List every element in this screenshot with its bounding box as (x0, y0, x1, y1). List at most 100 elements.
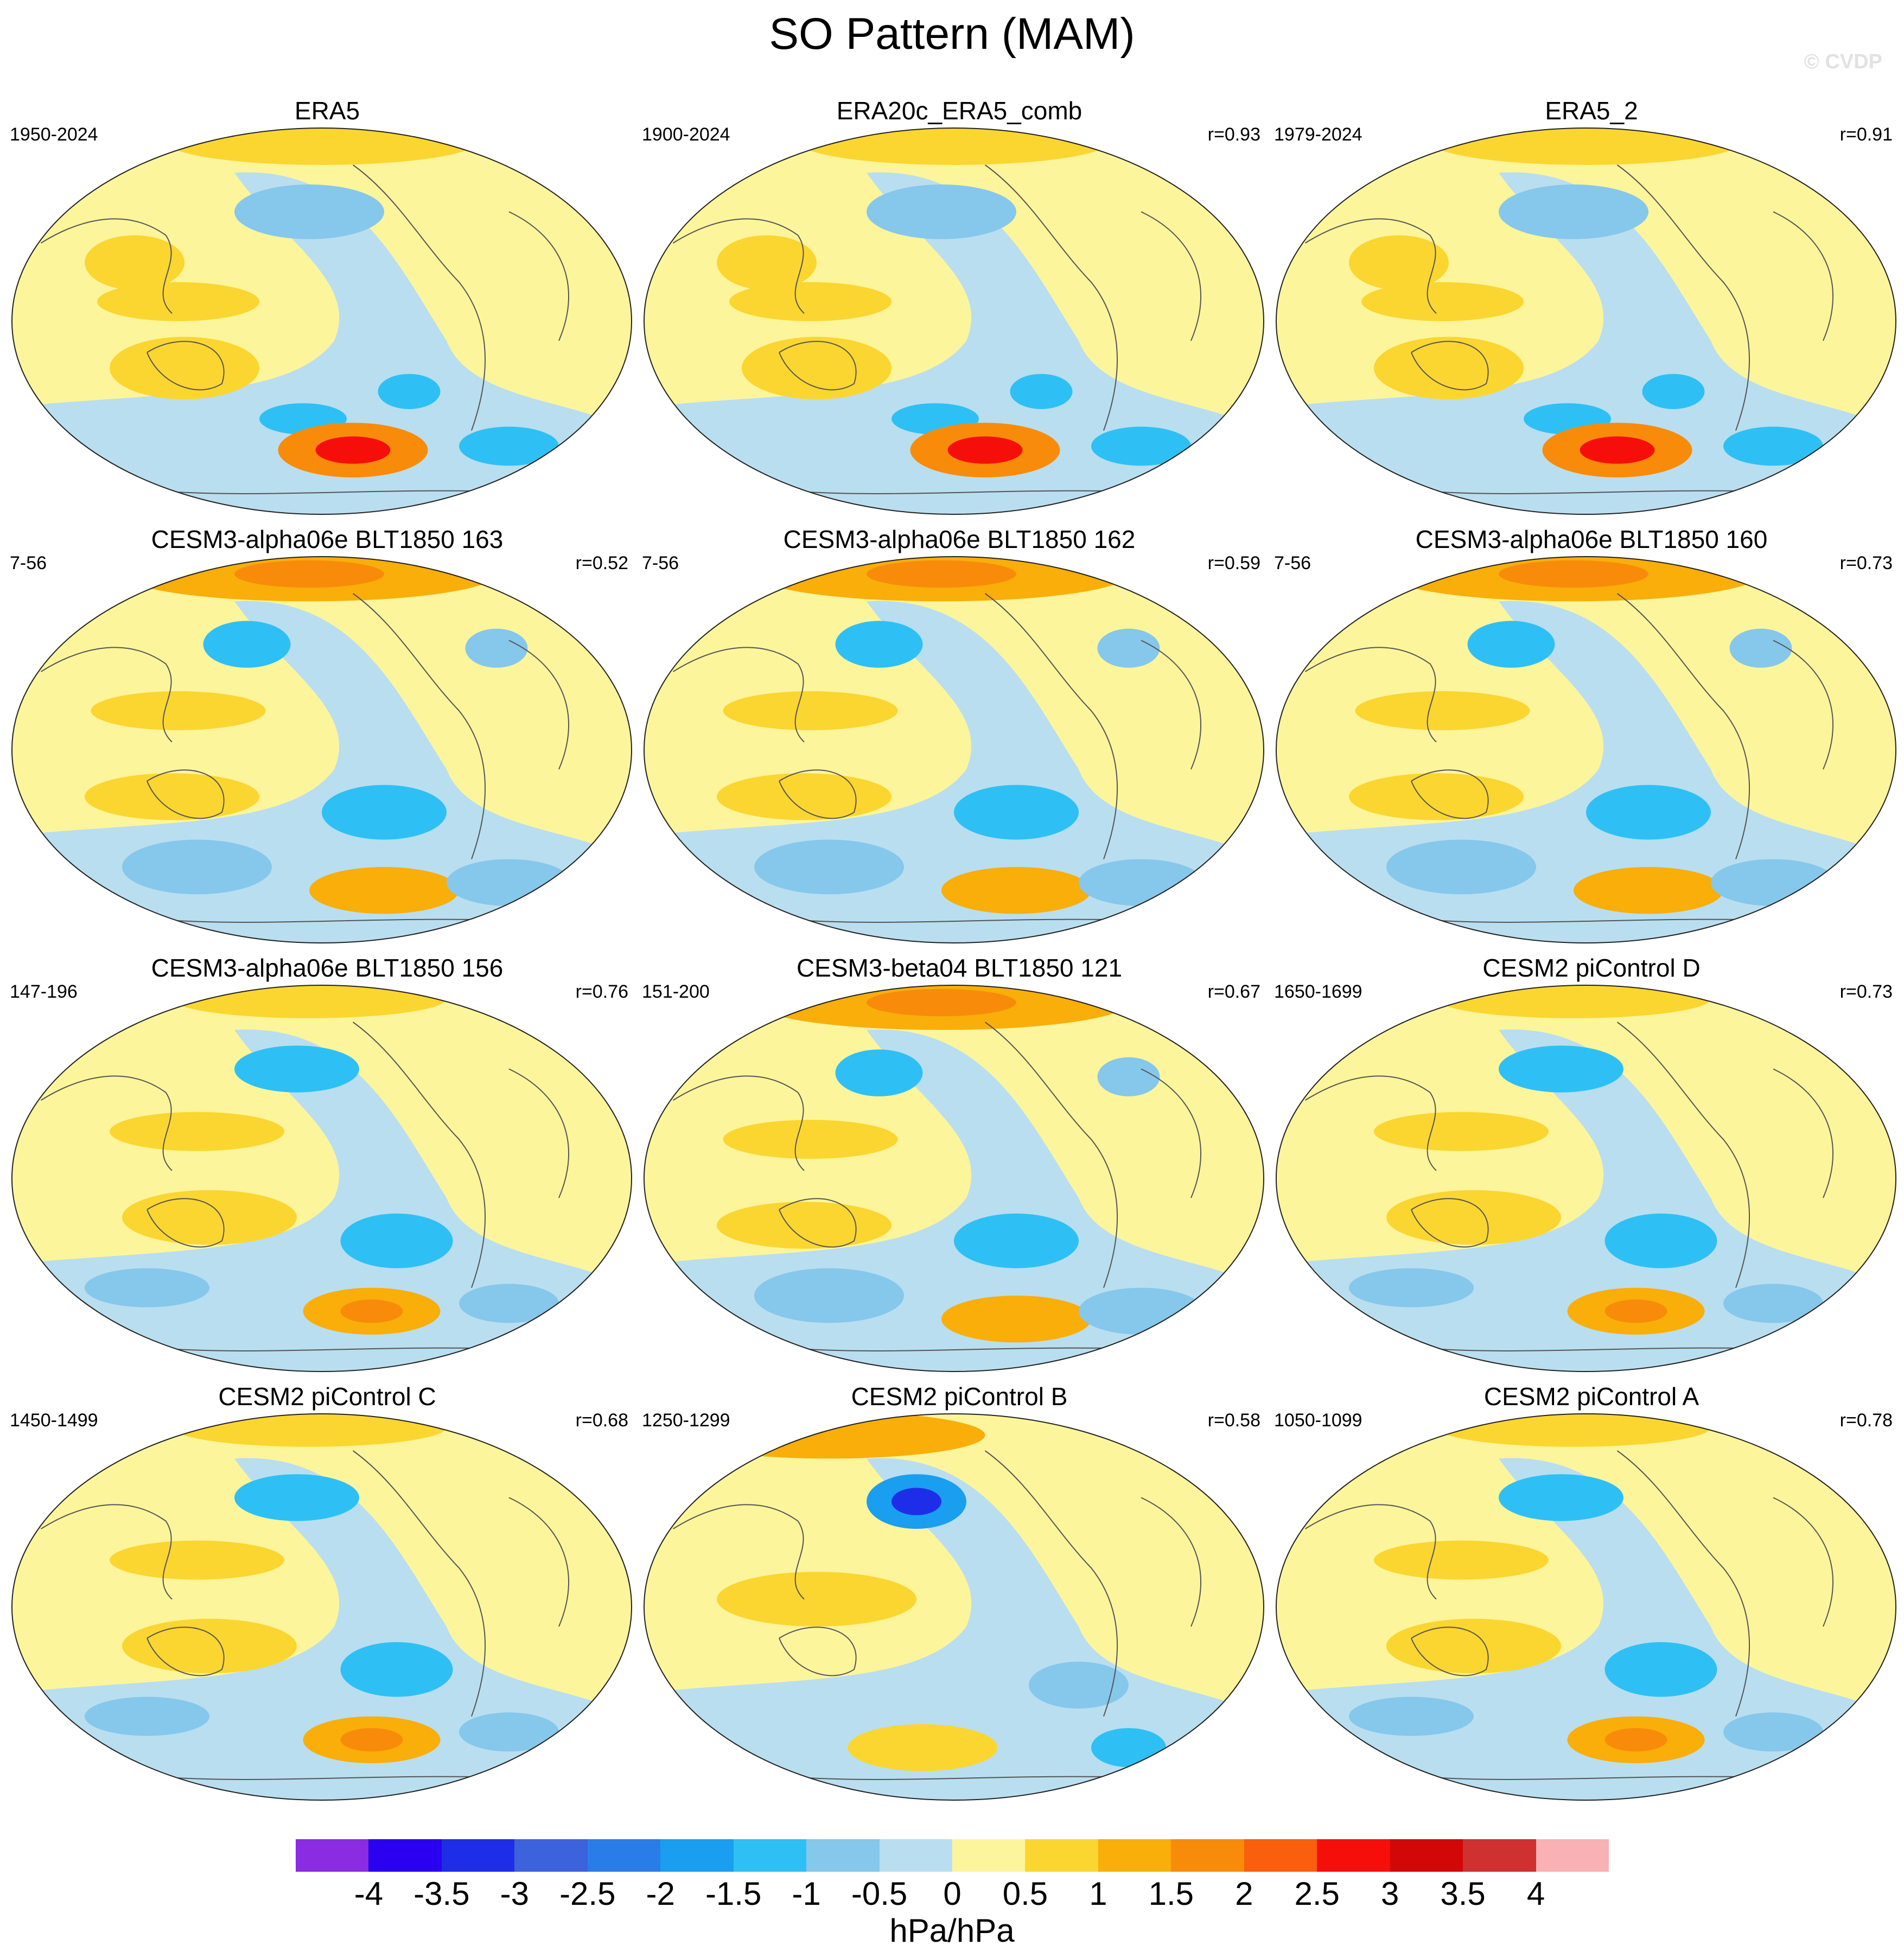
anomaly-contour (110, 1540, 284, 1580)
anomaly-contour (234, 1474, 359, 1521)
anomaly-contour (1091, 426, 1191, 466)
map-border (11, 127, 632, 515)
colorbar-swatch (1171, 1839, 1245, 1872)
anomaly-contour (122, 839, 272, 895)
colorbar-tick-label: -3 (500, 1876, 529, 1912)
anomaly-contour (378, 374, 441, 409)
anomaly-contour (1723, 1712, 1823, 1752)
panel-correlation: r=0.73 (1839, 981, 1893, 1002)
anomaly-contour (97, 282, 259, 321)
anomaly-contour (340, 1642, 453, 1697)
colorbar-swatch (1463, 1839, 1537, 1872)
anomaly-contour (673, 1414, 985, 1459)
anomaly-contour (1386, 1618, 1561, 1674)
anomaly-contour (754, 839, 904, 895)
panel-correlation: r=0.58 (1207, 1410, 1260, 1431)
colorbar-swatch (514, 1839, 588, 1872)
colorbar-tick-label: 0 (943, 1876, 961, 1912)
pacific-negative-band (1276, 172, 1896, 514)
anomaly-contour (459, 1712, 559, 1752)
coastline (1304, 1450, 1834, 1780)
anomaly-contour (1349, 1268, 1474, 1308)
anomaly-contour (742, 336, 891, 399)
colorbar-tick-label: -1.5 (705, 1876, 762, 1912)
anomaly-contour (723, 691, 898, 730)
map-panel: CESM3-alpha06e BLT1850 162 7-56 r=0.59 (642, 525, 1277, 955)
panel-years: 7-56 (642, 553, 679, 573)
colorbar-tick-label: 3.5 (1440, 1876, 1486, 1912)
anomaly-contour (1723, 1284, 1823, 1323)
map-border (11, 1413, 632, 1801)
coastline (40, 593, 570, 923)
panel-title: ERA5_2 (1545, 97, 1638, 125)
panel-title: CESM2 piControl B (851, 1382, 1068, 1411)
coastline (672, 164, 1202, 494)
map-plot (11, 127, 632, 515)
panel-correlation: r=0.93 (1207, 124, 1260, 145)
anomaly-contour (465, 628, 528, 668)
colorbar-tick-label: -0.5 (851, 1876, 908, 1912)
colorbar-label: hPa/hPa (889, 1912, 1015, 1949)
anomaly-contour (717, 235, 817, 290)
colorbar-swatch (587, 1839, 661, 1872)
anomaly-contour (1580, 436, 1655, 464)
panel-title: CESM3-beta04 BLT1850 121 (796, 954, 1123, 982)
map-panel: CESM3-beta04 BLT1850 121 151-200 r=0.67 (642, 954, 1277, 1383)
map-plot (644, 556, 1264, 943)
colorbar-tick-label: -3.5 (413, 1876, 470, 1912)
panel-title: CESM3-alpha06e BLT1850 160 (1415, 525, 1768, 553)
anomaly-contour (110, 1112, 284, 1151)
anomaly-contour (1604, 1299, 1667, 1323)
anomaly-contour (447, 859, 571, 906)
panel-title: CESM3-alpha06e BLT1850 162 (783, 525, 1136, 553)
anomaly-contour (867, 184, 1016, 239)
anomaly-contour (1386, 1190, 1561, 1245)
map-plot (644, 1413, 1264, 1801)
map-panel: CESM2 piControl D 1650-1699 r=0.73 (1274, 954, 1904, 1383)
colorbar-tick-label: -1 (792, 1876, 821, 1912)
anomaly-contour (1499, 560, 1648, 588)
panel-title: ERA20c_ERA5_comb (836, 97, 1082, 125)
map-plot (11, 1413, 632, 1801)
figure-title: SO Pattern (MAM) (769, 9, 1135, 59)
colorbar-tick-label: 4 (1526, 1876, 1545, 1912)
colorbar-swatch (1025, 1839, 1099, 1872)
anomaly-contour (835, 1049, 923, 1096)
panel-years: 1900-2024 (642, 124, 730, 145)
panel-correlation: r=0.52 (575, 553, 628, 573)
cvdp-watermark: © CVDP (1804, 50, 1882, 73)
map-plot (644, 985, 1264, 1372)
anomaly-contour (1079, 859, 1203, 906)
anomaly-contour (1374, 1540, 1549, 1580)
map-border (644, 1413, 1264, 1801)
panel-title: CESM2 piControl A (1483, 1382, 1699, 1411)
anomaly-contour (340, 1299, 403, 1323)
anomaly-contour (954, 785, 1079, 840)
anomaly-contour (754, 1268, 904, 1323)
map-plot (11, 556, 632, 943)
anomaly-contour (729, 282, 891, 321)
map-border (11, 985, 632, 1372)
panel-title: CESM3-alpha06e BLT1850 163 (151, 525, 504, 553)
coastline (672, 593, 1202, 923)
map-border (644, 985, 1264, 1372)
map-panel: CESM2 piControl C 1450-1499 r=0.68 (10, 1382, 645, 1812)
anomaly-contour (1374, 336, 1524, 399)
map-border (1276, 1413, 1896, 1801)
colorbar-swatch (1098, 1839, 1171, 1872)
panel-years: 7-56 (10, 553, 47, 573)
anomaly-contour (340, 1728, 403, 1752)
colorbar-tick-label: 1.5 (1148, 1876, 1194, 1912)
map-border (1276, 985, 1896, 1372)
anomaly-contour (1574, 867, 1723, 914)
panel-correlation: r=0.59 (1207, 553, 1260, 573)
anomaly-contour (1097, 1057, 1160, 1096)
panel-years: 1250-1299 (642, 1410, 730, 1431)
map-plot (1276, 1413, 1896, 1801)
map-panel: CESM2 piControl A 1050-1099 r=0.78 (1274, 1382, 1904, 1812)
anomaly-contour (717, 773, 891, 820)
colorbar-tick-label: 2.5 (1294, 1876, 1340, 1912)
panel-years: 1050-1099 (1274, 1410, 1362, 1431)
anomaly-contour (1029, 1661, 1129, 1709)
colorbar-swatch (879, 1839, 953, 1872)
